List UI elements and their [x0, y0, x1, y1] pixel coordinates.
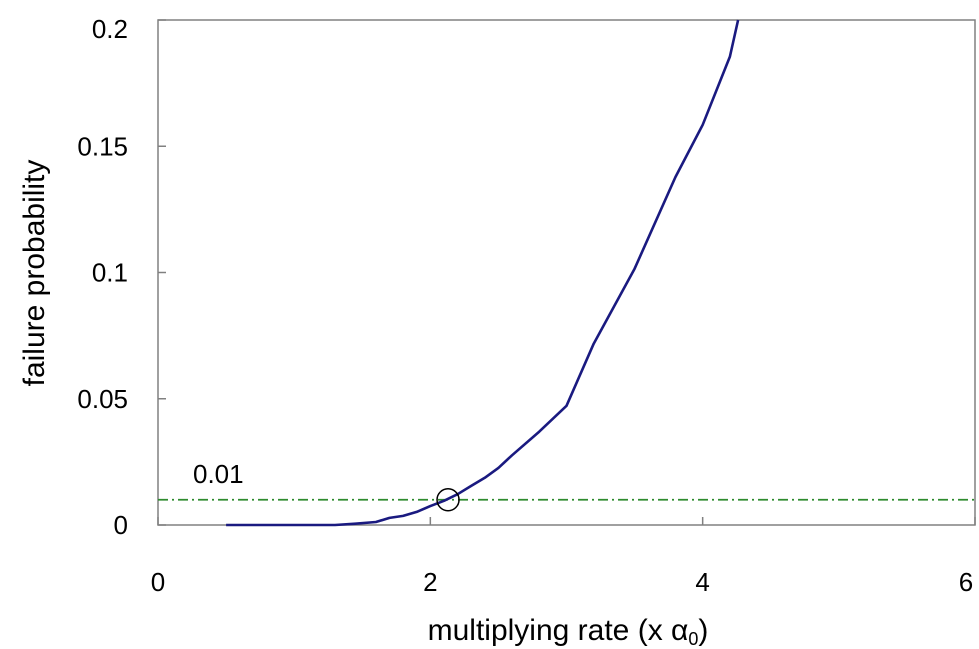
y-tick-label: 0 [114, 510, 128, 540]
y-tick-label: 0.1 [92, 258, 128, 288]
y-tick-label: 0.05 [77, 384, 128, 414]
x-tick-label: 4 [695, 567, 709, 597]
x-tick-label: 2 [423, 567, 437, 597]
y-axis-title: failure probability [18, 160, 51, 387]
x-axis-title-prefix: multiplying rate (x [428, 614, 671, 647]
series-line [226, 19, 740, 527]
intersection-marker [436, 488, 460, 512]
x-axis-title-symbol: α [671, 614, 688, 647]
x-axis-title-subscript: 0 [688, 629, 698, 649]
x-axis-title-suffix: ) [698, 614, 708, 647]
x-axis-title: multiplying rate (x α0) [428, 614, 709, 649]
threshold-label: 0.01 [193, 459, 244, 489]
x-tick-label: 0 [151, 567, 165, 597]
plot-area-frame [157, 19, 976, 526]
x-tick-label: 6 [959, 567, 973, 597]
y-tick-label: 0.2 [92, 14, 128, 44]
x-tick-labels: 0 2 4 6 [151, 567, 973, 597]
y-tick-label: 0.15 [77, 131, 128, 161]
y-tick-labels: 0 0.05 0.1 0.15 0.2 [77, 14, 128, 540]
ticks-layer [157, 19, 976, 526]
